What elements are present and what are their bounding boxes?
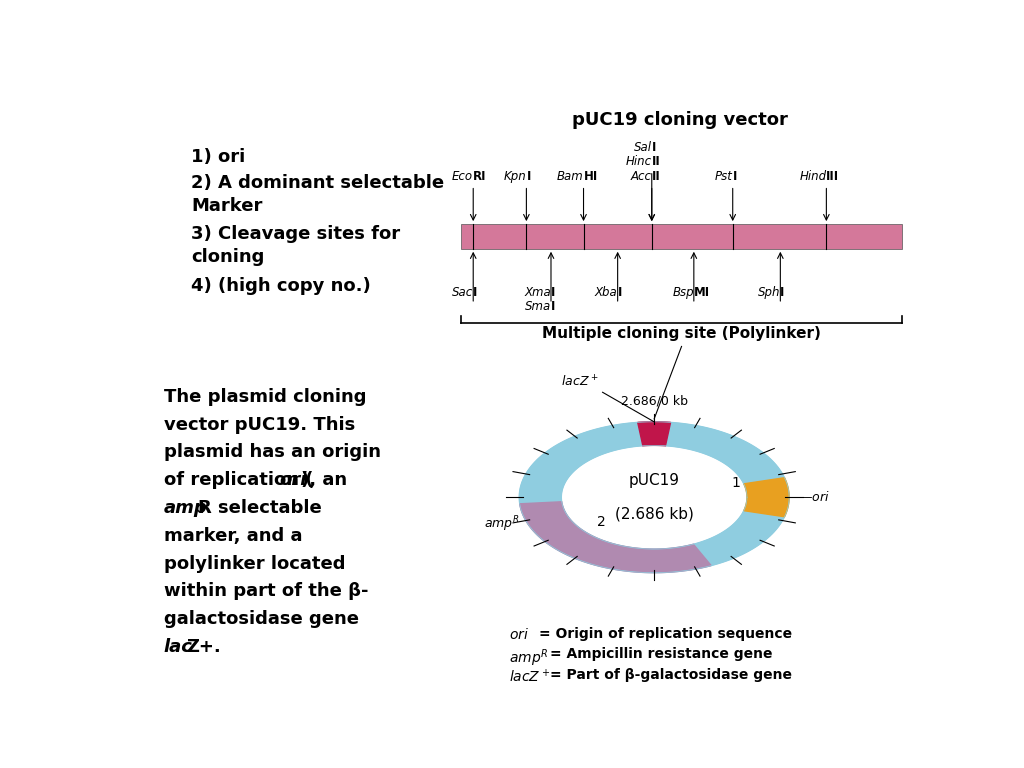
- Text: 1) ori: 1) ori: [191, 148, 246, 167]
- Text: Acc: Acc: [631, 170, 652, 183]
- Polygon shape: [520, 502, 712, 573]
- Text: Hinc: Hinc: [626, 155, 652, 168]
- Text: Xba: Xba: [595, 286, 617, 299]
- Text: Sph: Sph: [758, 286, 780, 299]
- Text: pUC19: pUC19: [629, 473, 680, 488]
- Text: HI: HI: [584, 170, 598, 183]
- Text: $ori$: $ori$: [509, 627, 529, 642]
- Text: I: I: [780, 286, 784, 299]
- Text: Hind: Hind: [800, 170, 826, 183]
- Text: Eco: Eco: [452, 170, 473, 183]
- Text: 3) Cleavage sites for
cloning: 3) Cleavage sites for cloning: [191, 225, 400, 266]
- Text: RI: RI: [473, 170, 486, 183]
- Text: II: II: [652, 170, 660, 183]
- Text: galactosidase gene: galactosidase gene: [164, 611, 358, 628]
- Text: $lacZ^+$: $lacZ^+$: [509, 667, 550, 685]
- Polygon shape: [743, 478, 790, 517]
- Text: I: I: [526, 170, 530, 183]
- Text: I: I: [617, 286, 622, 299]
- Text: 4) (high copy no.): 4) (high copy no.): [191, 276, 372, 295]
- Text: Kpn: Kpn: [504, 170, 526, 183]
- Text: within part of the β-: within part of the β-: [164, 582, 369, 601]
- Text: Sac: Sac: [452, 286, 473, 299]
- Text: $amp^R$: $amp^R$: [509, 647, 548, 669]
- Text: $lacZ^+$: $lacZ^+$: [561, 374, 599, 389]
- Text: = Part of β-galactosidase gene: = Part of β-galactosidase gene: [550, 667, 793, 681]
- Text: R selectable: R selectable: [198, 499, 322, 517]
- Text: ), an: ), an: [301, 472, 347, 489]
- Text: Z+.: Z+.: [186, 638, 221, 656]
- Text: lac: lac: [164, 638, 193, 656]
- Text: amp: amp: [164, 499, 208, 517]
- Text: I: I: [733, 170, 737, 183]
- Text: I: I: [551, 286, 555, 299]
- Text: (2.686 kb): (2.686 kb): [614, 506, 693, 521]
- Text: Bam: Bam: [557, 170, 584, 183]
- Text: Bsp: Bsp: [672, 286, 694, 299]
- Text: III: III: [826, 170, 840, 183]
- Text: I: I: [652, 141, 656, 154]
- Text: I: I: [473, 286, 477, 299]
- Text: —$ori$: —$ori$: [800, 490, 830, 505]
- Text: 2.686/0 kb: 2.686/0 kb: [621, 394, 688, 407]
- Text: II: II: [652, 155, 660, 168]
- Text: 1: 1: [731, 476, 740, 490]
- Text: Sal: Sal: [634, 141, 652, 154]
- Text: = Ampicillin resistance gene: = Ampicillin resistance gene: [550, 647, 773, 661]
- Text: of replication (: of replication (: [164, 472, 313, 489]
- Polygon shape: [519, 422, 790, 573]
- Bar: [461, 224, 902, 249]
- Text: Pst: Pst: [715, 170, 733, 183]
- Text: The plasmid cloning: The plasmid cloning: [164, 388, 367, 406]
- Polygon shape: [638, 422, 671, 445]
- Text: MI: MI: [694, 286, 710, 299]
- Text: pUC19 cloning vector: pUC19 cloning vector: [571, 111, 787, 129]
- Text: I: I: [551, 300, 555, 313]
- Text: Sma: Sma: [524, 300, 551, 313]
- Text: $amp^R$: $amp^R$: [484, 514, 520, 534]
- Text: ori: ori: [280, 472, 307, 489]
- Text: Xma: Xma: [524, 286, 551, 299]
- Text: 2: 2: [597, 515, 605, 528]
- Text: marker, and a: marker, and a: [164, 527, 302, 545]
- Text: polylinker located: polylinker located: [164, 554, 345, 573]
- Text: Multiple cloning site (Polylinker): Multiple cloning site (Polylinker): [542, 326, 821, 341]
- Text: = Origin of replication sequence: = Origin of replication sequence: [539, 627, 793, 641]
- Text: 2) A dominant selectable
Marker: 2) A dominant selectable Marker: [191, 174, 444, 215]
- Text: plasmid has an origin: plasmid has an origin: [164, 443, 381, 462]
- Text: vector pUC19. This: vector pUC19. This: [164, 415, 355, 434]
